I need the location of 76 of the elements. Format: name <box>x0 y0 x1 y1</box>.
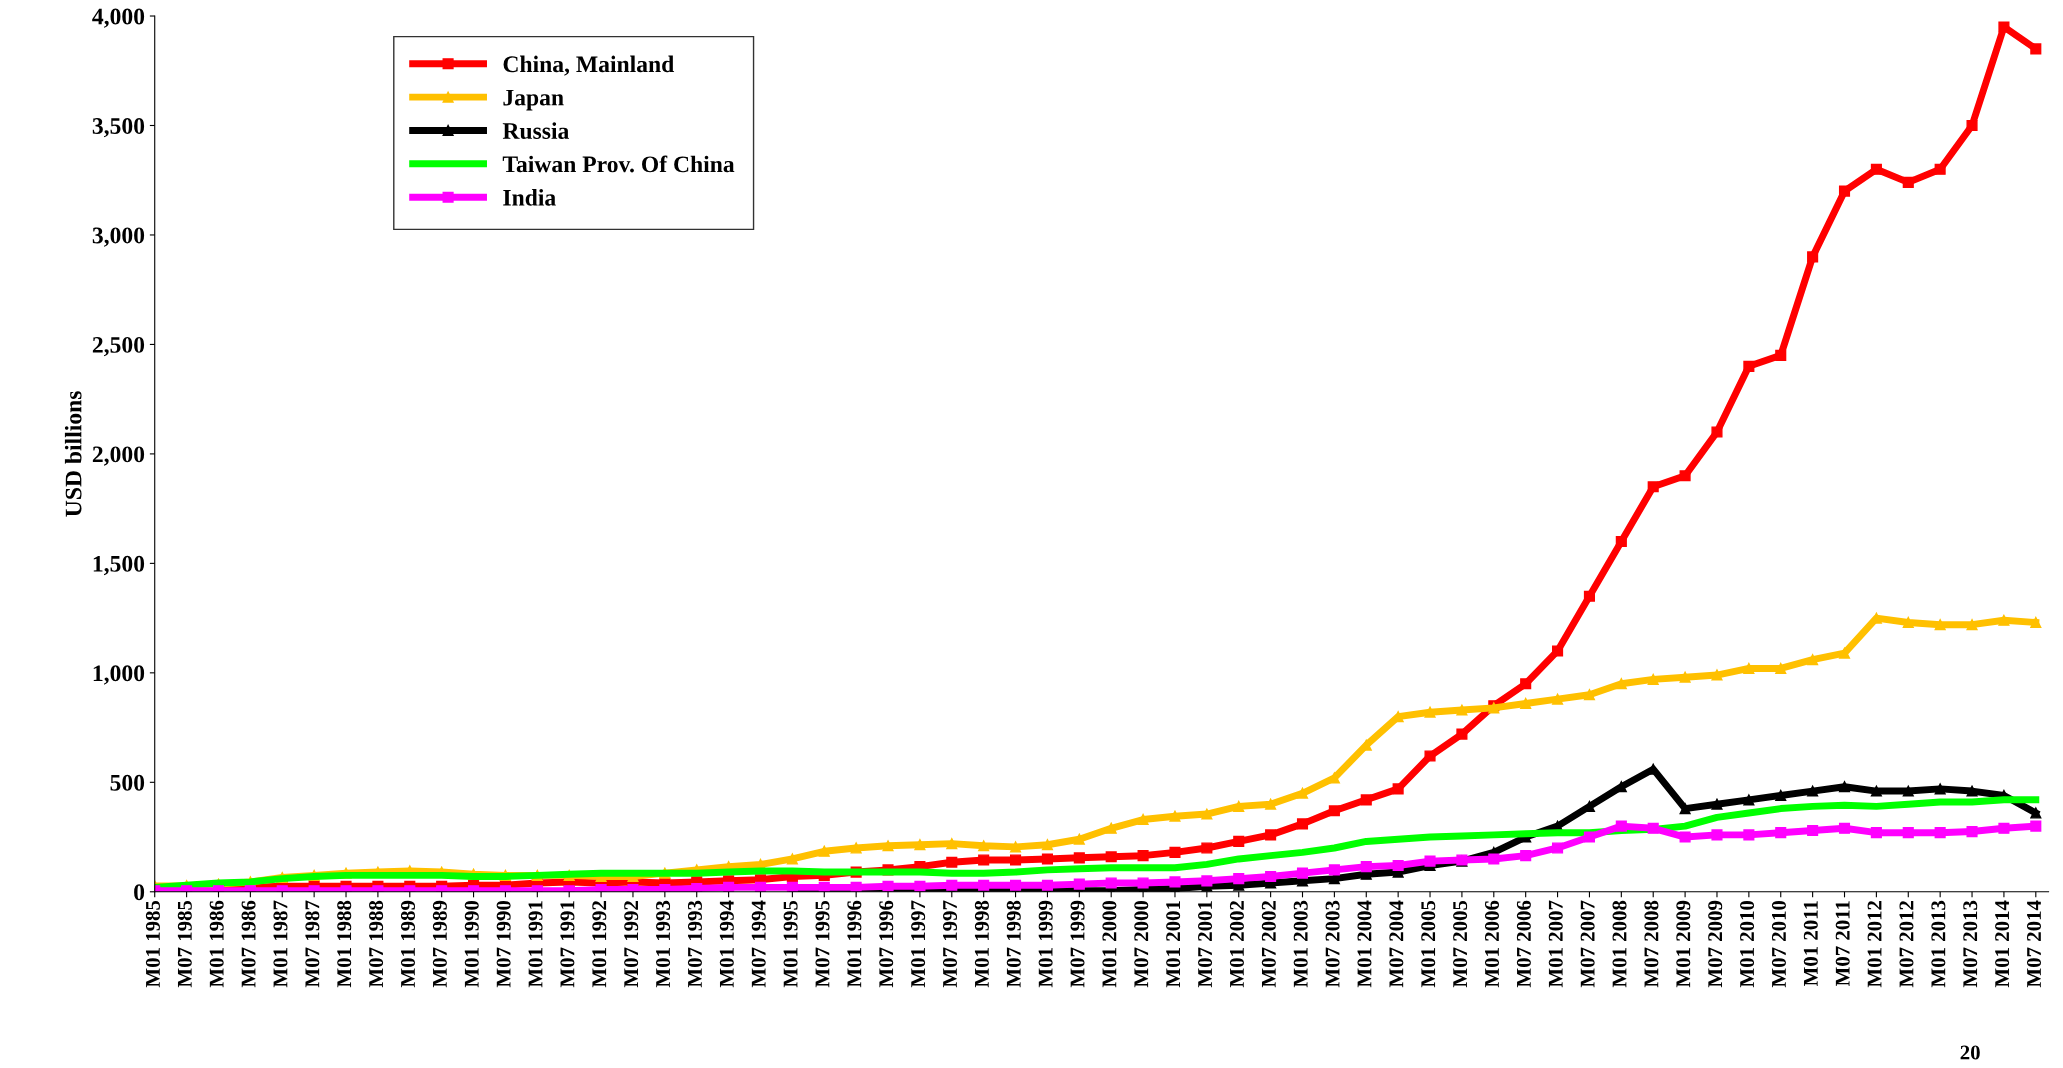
x-tick-label: M01 1989 <box>400 900 415 988</box>
x-tick-label: M01 2007 <box>1548 900 1563 988</box>
x-tick-label: M07 1999 <box>1070 900 1085 988</box>
x-tick-label: M07 2010 <box>1771 900 1786 988</box>
legend-label: Taiwan Prov. Of China <box>502 155 735 173</box>
x-tick-label: M07 1988 <box>369 900 384 988</box>
x-tick-label: M07 1989 <box>432 900 447 988</box>
x-tick-label: M07 2004 <box>1389 900 1404 988</box>
x-tick-label: M01 1988 <box>337 900 352 988</box>
x-tick-label: M07 2002 <box>1261 901 1276 988</box>
x-tick-label: M07 1995 <box>815 900 830 988</box>
x-tick-label: M07 1993 <box>687 900 702 988</box>
y-tick-label: 2,500 <box>92 336 145 357</box>
x-tick-label: M01 2006 <box>1484 900 1500 988</box>
x-tick-label: M01 1985 <box>145 900 160 988</box>
y-tick-label: 2,000 <box>92 446 145 466</box>
x-tick-label: M07 2006 <box>1516 900 1531 988</box>
legend-label: India <box>503 189 556 206</box>
x-tick-label: M01 1999 <box>1038 900 1053 988</box>
x-tick-label: M07 2012 <box>1899 901 1914 988</box>
x-tick-label: M01 1996 <box>847 900 862 988</box>
x-tick-label: M01 2004 <box>1357 900 1372 988</box>
x-tick-label: M07 2013 <box>1963 900 1978 988</box>
x-tick-label: M01 1991 <box>528 901 543 988</box>
x-tick-label: M07 1994 <box>751 900 766 988</box>
x-tick-label: M01 1997 <box>911 900 926 988</box>
x-tick-label: M01 2002 <box>1229 901 1244 988</box>
x-tick-label: M07 1987 <box>305 900 320 988</box>
x-tick-label: M01 2011 <box>1803 901 1818 986</box>
text: 20 <box>1960 1045 1980 1060</box>
x-tick-label: M01 2009 <box>1676 900 1691 988</box>
x-tick-label: M01 1992 <box>592 901 607 988</box>
x-tick-label: M01 2010 <box>1740 900 1755 988</box>
y-tick-label: 1,000 <box>93 665 145 685</box>
y-tick-label: 0 <box>134 884 145 901</box>
y-tick-label: 1,500 <box>93 555 145 576</box>
x-tick-label: M07 2014 <box>2026 900 2042 988</box>
x-tick-label: M07 1996 <box>879 900 894 988</box>
x-tick-label: M07 2008 <box>1644 900 1659 988</box>
x-tick-label: M01 2013 <box>1931 900 1946 988</box>
x-tick-label: M07 2005 <box>1453 900 1468 988</box>
x-tick-label: M01 2008 <box>1612 900 1627 988</box>
x-tick-label: M01 1986 <box>209 900 224 988</box>
x-tick-label: M07 1985 <box>177 900 192 988</box>
x-tick-label: M01 1994 <box>719 900 734 988</box>
x-tick-label: M01 2012 <box>1867 901 1882 988</box>
y-tick-label: 3,000 <box>92 227 145 247</box>
y-tick-label: 3,500 <box>92 117 145 138</box>
legend-label: Japan <box>503 89 564 111</box>
legend-label: China, Mainland <box>503 55 675 76</box>
y-tick-label: 4,000 <box>92 8 145 28</box>
x-tick-label: M01 1995 <box>783 900 798 988</box>
x-tick-label: M01 1990 <box>464 900 479 988</box>
x-tick-label: M01 2000 <box>1102 900 1117 988</box>
x-tick-label: M07 2011 <box>1835 901 1850 986</box>
x-tick-label: M01 2001 <box>1166 901 1181 988</box>
x-tick-label: M01 1987 <box>273 900 288 988</box>
x-tick-label: M01 1993 <box>656 900 671 988</box>
x-tick-label: M07 1998 <box>1006 900 1021 988</box>
legend-label: Russia <box>502 122 569 140</box>
x-tick-label: M01 2014 <box>1995 900 2010 988</box>
x-tick-label: M07 1986 <box>241 900 256 988</box>
x-tick-label: M07 1991 <box>560 901 575 988</box>
x-tick-label: M07 1997 <box>942 900 958 988</box>
x-tick-label: M07 2007 <box>1580 900 1595 988</box>
y-tick-label: 500 <box>110 774 145 791</box>
x-tick-label: M07 2003 <box>1325 900 1340 988</box>
x-tick-label: M07 2009 <box>1708 900 1723 988</box>
x-tick-label: M01 2005 <box>1421 900 1436 988</box>
x-tick-label: M01 1998 <box>974 900 989 988</box>
x-tick-label: M01 2003 <box>1293 900 1308 988</box>
x-tick-label: M07 2000 <box>1134 900 1149 988</box>
x-tick-label: M07 1992 <box>624 901 639 988</box>
x-tick-label: M07 2001 <box>1198 901 1213 988</box>
x-tick-label: M07 1990 <box>496 900 511 988</box>
y-axis-title: USD billions <box>64 391 82 517</box>
